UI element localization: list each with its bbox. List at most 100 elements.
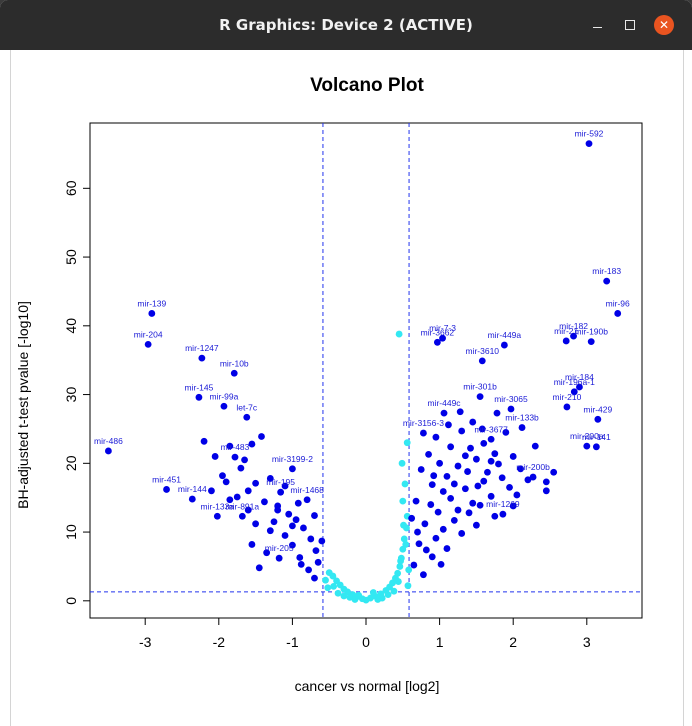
point-label: mir-196a-1 bbox=[554, 377, 595, 387]
significant-point bbox=[509, 502, 517, 510]
significant-point bbox=[458, 530, 466, 537]
labeled-point bbox=[476, 393, 484, 401]
not-significant-point bbox=[394, 569, 402, 577]
not-significant-point bbox=[340, 592, 348, 600]
labeled-point bbox=[587, 338, 595, 346]
labeled-point bbox=[275, 554, 283, 562]
close-button[interactable]: ✕ bbox=[654, 15, 674, 35]
maximize-button[interactable] bbox=[620, 15, 640, 35]
significant-point bbox=[432, 433, 440, 441]
significant-point bbox=[447, 494, 455, 502]
not-significant-point bbox=[324, 584, 332, 592]
not-significant-point bbox=[400, 535, 408, 543]
labeled-point bbox=[148, 310, 156, 317]
significant-point bbox=[531, 442, 539, 450]
point-label: mir-429 bbox=[583, 404, 612, 414]
not-significant-point bbox=[399, 497, 407, 505]
significant-point bbox=[443, 472, 451, 480]
point-label: mir-200a bbox=[570, 431, 604, 441]
point-label: mir-1468 bbox=[290, 485, 324, 495]
x-tick-label: 3 bbox=[583, 634, 591, 650]
significant-point bbox=[498, 474, 506, 482]
significant-point bbox=[312, 547, 320, 555]
significant-point bbox=[281, 532, 289, 539]
labeled-point bbox=[163, 486, 170, 493]
labeled-point bbox=[529, 473, 537, 481]
labeled-point bbox=[563, 403, 571, 411]
significant-point bbox=[314, 558, 322, 566]
significant-point bbox=[495, 460, 502, 468]
labeled-point bbox=[570, 388, 578, 396]
significant-point bbox=[447, 443, 455, 451]
labeled-point bbox=[230, 369, 238, 377]
significant-point bbox=[226, 442, 234, 450]
significant-point bbox=[252, 520, 259, 528]
labeled-point bbox=[439, 334, 446, 342]
point-label: mir-3065 bbox=[494, 394, 528, 404]
significant-point bbox=[439, 525, 447, 533]
maximize-icon bbox=[625, 20, 635, 30]
significant-point bbox=[454, 462, 462, 470]
labeled-point bbox=[144, 340, 152, 348]
labeled-point bbox=[213, 512, 221, 520]
x-tick-label: -3 bbox=[139, 634, 152, 650]
significant-point bbox=[493, 409, 501, 417]
significant-point bbox=[542, 478, 550, 486]
window-titlebar[interactable]: R Graphics: Device 2 (ACTIVE) ✕ bbox=[0, 0, 692, 50]
significant-point bbox=[422, 546, 430, 554]
labeled-point bbox=[420, 429, 427, 437]
significant-point bbox=[456, 408, 464, 416]
significant-point bbox=[524, 476, 532, 484]
significant-point bbox=[491, 512, 499, 520]
significant-point bbox=[305, 566, 312, 574]
significant-point bbox=[219, 472, 226, 480]
labeled-point bbox=[303, 496, 311, 504]
point-label: mir-449c bbox=[427, 398, 461, 408]
significant-point bbox=[258, 433, 265, 440]
significant-point bbox=[450, 516, 458, 524]
significant-point bbox=[464, 468, 471, 475]
labeled-point bbox=[507, 405, 515, 413]
significant-point bbox=[454, 506, 462, 514]
significant-point bbox=[427, 501, 435, 508]
significant-point bbox=[211, 453, 219, 460]
plot-canvas: Volcano Plot mir-592 mir-183 mir-96 mir-139… bbox=[10, 50, 684, 726]
labeled-point bbox=[198, 354, 206, 362]
significant-point bbox=[428, 481, 436, 489]
significant-point bbox=[430, 472, 438, 480]
labeled-point bbox=[433, 338, 441, 346]
significant-point bbox=[517, 465, 524, 473]
significant-point bbox=[289, 541, 296, 549]
point-label: mir-486 bbox=[94, 436, 123, 446]
significant-point bbox=[200, 437, 208, 445]
significant-point bbox=[274, 502, 282, 510]
labeled-point bbox=[220, 402, 228, 410]
significant-point bbox=[294, 499, 302, 507]
significant-point bbox=[478, 425, 486, 433]
point-label: mir-195 bbox=[266, 477, 295, 487]
y-tick-label: 60 bbox=[63, 180, 79, 196]
not-significant-point bbox=[400, 521, 407, 529]
significant-point bbox=[443, 545, 451, 552]
not-significant-point bbox=[333, 577, 340, 585]
significant-point bbox=[465, 509, 473, 517]
x-tick-label: -2 bbox=[213, 634, 226, 650]
not-significant-point bbox=[330, 582, 338, 590]
significant-point bbox=[550, 468, 558, 476]
significant-point bbox=[461, 452, 469, 460]
point-label: mir-141 bbox=[582, 432, 611, 442]
point-label: mir-301b bbox=[463, 382, 497, 392]
significant-point bbox=[266, 475, 274, 482]
minimize-button[interactable] bbox=[587, 15, 607, 35]
y-tick-label: 50 bbox=[63, 249, 79, 265]
significant-point bbox=[487, 492, 495, 500]
significant-point bbox=[421, 520, 429, 528]
labeled-point bbox=[277, 488, 285, 496]
significant-point bbox=[445, 421, 452, 429]
significant-point bbox=[244, 506, 252, 514]
labeled-point bbox=[570, 332, 577, 340]
y-tick-label: 20 bbox=[63, 455, 79, 471]
not-significant-point bbox=[395, 330, 403, 338]
point-label: mir-3610 bbox=[466, 346, 500, 356]
plot-area bbox=[89, 122, 643, 619]
